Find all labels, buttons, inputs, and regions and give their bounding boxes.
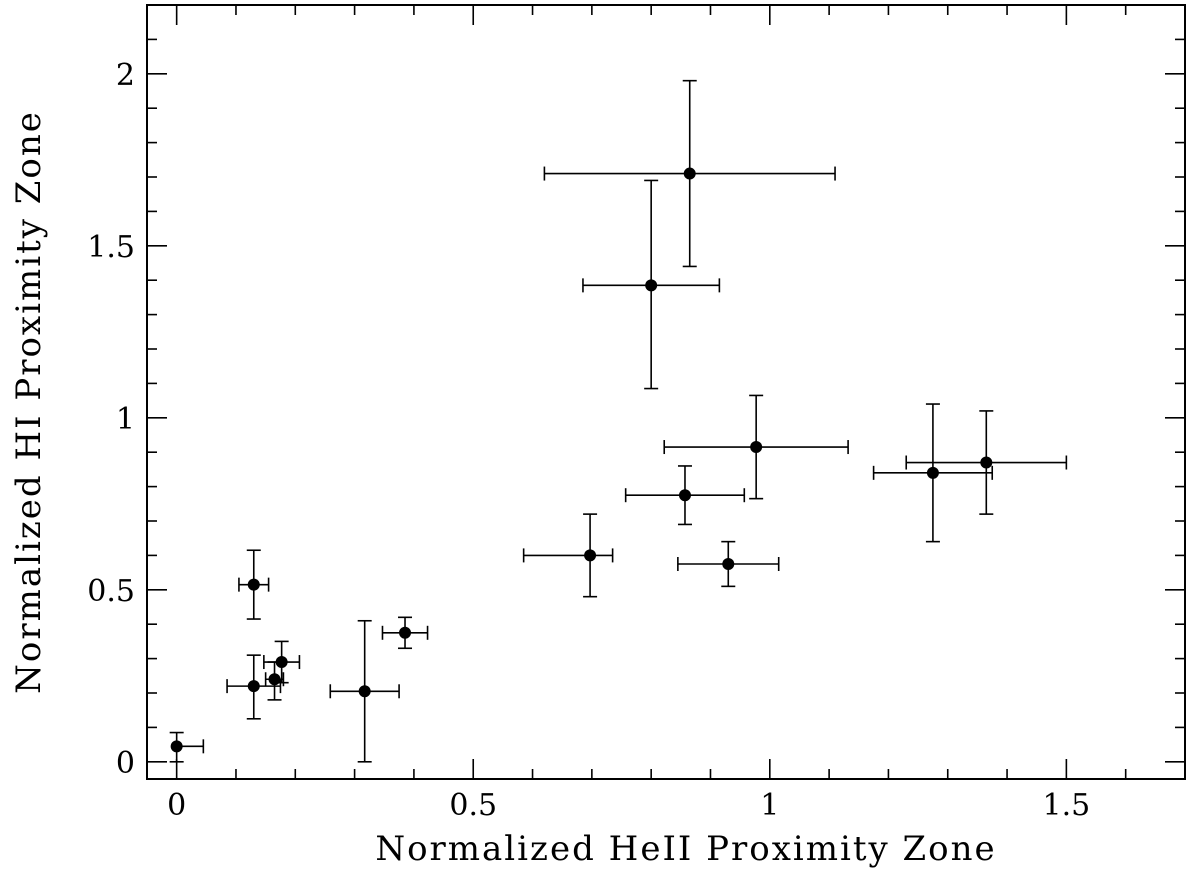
data-point <box>268 673 281 686</box>
data-point <box>247 578 260 591</box>
x-tick-label: 1 <box>760 788 779 823</box>
data-point <box>645 279 658 292</box>
y-tick-label: 2 <box>116 58 135 93</box>
x-axis-title: Normalized HeII Proximity Zone <box>375 829 996 869</box>
data-point <box>399 626 412 639</box>
y-tick-label: 0.5 <box>87 574 135 609</box>
y-tick-label: 1 <box>116 402 135 437</box>
data-points <box>170 167 993 753</box>
data-point <box>275 656 288 669</box>
x-tick-label: 0.5 <box>449 788 497 823</box>
data-point <box>247 680 260 693</box>
axis-ticks <box>147 4 1186 779</box>
error-bars <box>169 79 1068 763</box>
data-point <box>678 489 691 502</box>
plot-frame <box>146 4 1186 780</box>
y-tick-label: 0 <box>116 746 135 781</box>
data-point <box>358 685 371 698</box>
data-point <box>750 441 763 454</box>
y-tick-label: 1.5 <box>87 230 135 265</box>
data-point <box>926 466 939 479</box>
data-point <box>722 558 735 570</box>
x-tick-label: 0 <box>167 788 186 823</box>
tick-labels: 0 0.5 1 1.5 0 0.5 1 1.5 2 <box>87 58 1090 823</box>
data-point <box>584 549 597 562</box>
y-axis-title: Normalized HI Proximity Zone <box>9 110 49 694</box>
data-point <box>683 167 696 180</box>
data-point <box>170 740 183 753</box>
data-point <box>980 456 993 469</box>
x-tick-label: 1.5 <box>1043 788 1091 823</box>
